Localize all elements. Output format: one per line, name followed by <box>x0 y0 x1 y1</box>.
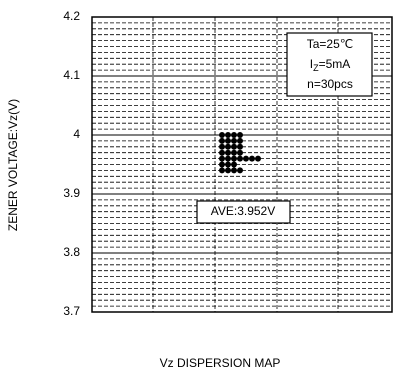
condition-text: IZ=5mA <box>310 57 351 73</box>
data-dot <box>231 132 237 138</box>
data-dot <box>243 155 249 162</box>
y-tick-label: 4.1 <box>63 68 80 82</box>
data-dot <box>249 155 255 162</box>
condition-main: Ta=25℃ <box>307 37 354 51</box>
y-tick-label: 4.2 <box>63 9 80 23</box>
y-tick-label: 4 <box>73 127 80 141</box>
data-dot <box>231 155 237 162</box>
y-tick-label: 3.7 <box>63 304 80 318</box>
plot-frame <box>91 16 393 313</box>
condition-text: Ta=25℃ <box>307 37 354 51</box>
data-dot <box>225 149 231 156</box>
data-dot <box>231 161 237 168</box>
data-dot <box>237 132 243 138</box>
data-dot <box>237 167 243 174</box>
chart-title: Vz DISPERSION MAP <box>160 356 281 370</box>
data-dot <box>219 137 225 144</box>
data-dot <box>225 155 231 162</box>
condition-sub: Z <box>313 63 319 73</box>
data-dot <box>237 143 243 150</box>
data-dot <box>237 137 243 144</box>
condition-main: n=30pcs <box>307 77 353 91</box>
data-dot <box>225 137 231 144</box>
data-dot <box>231 143 237 150</box>
data-dot <box>219 149 225 156</box>
data-dot <box>255 155 261 162</box>
conditions-box <box>286 32 373 97</box>
data-dot <box>231 167 237 174</box>
data-dot <box>219 132 225 138</box>
data-dot <box>219 155 225 162</box>
y-tick-label: 3.8 <box>63 245 80 259</box>
data-dot <box>219 161 225 168</box>
average-label: AVE:3.952V <box>211 204 276 218</box>
average-box <box>196 200 291 224</box>
data-dot <box>231 149 237 156</box>
y-axis-label: ZENER VOLTAGE:Vz(V) <box>6 99 20 231</box>
data-dot <box>225 167 231 174</box>
data-dot <box>225 143 231 150</box>
y-tick-label: 3.9 <box>63 186 80 200</box>
data-dot <box>225 161 231 168</box>
condition-text: n=30pcs <box>307 77 353 91</box>
data-dot <box>219 143 225 150</box>
data-dot <box>219 167 225 174</box>
condition-main: I <box>310 57 313 71</box>
data-dot <box>231 137 237 144</box>
condition-after: =5mA <box>319 57 351 71</box>
data-dot <box>237 155 243 162</box>
data-dot <box>237 149 243 156</box>
data-dot <box>225 132 231 138</box>
